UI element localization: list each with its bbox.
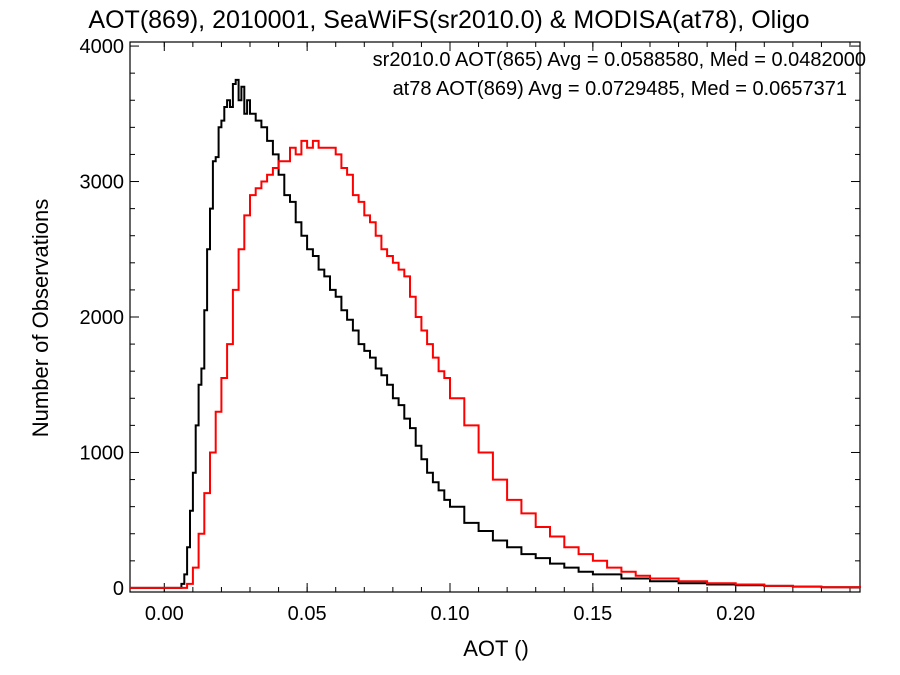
legend-entry-at78: at78 AOT(869) Avg = 0.0729485, Med = 0.0… [393,78,847,100]
y-tick-label: 1000 [80,442,125,464]
chart-title: AOT(869), 2010001, SeaWiFS(sr2010.0) & M… [88,6,809,34]
x-tick-label: 0.05 [288,603,327,625]
y-tick-label: 4000 [80,36,125,58]
plot-border [129,41,861,593]
y-tick-label: 3000 [80,172,125,194]
plot-frame [129,41,861,593]
x-tick-label: 0.15 [573,603,612,625]
x-tick-label: 0.20 [716,603,755,625]
y-axis-ticks: 0 1000 2000 3000 4000 [80,36,860,600]
legend-entry-sr2010: sr2010.0 AOT(865) Avg = 0.0588580, Med =… [373,49,866,71]
x-axis-ticks: 0.00 0.05 0.10 0.15 0.20 [145,42,851,625]
x-tick-label: 0.00 [145,603,184,625]
x-axis-label: AOT () [463,636,529,661]
x-tick-label: 0.10 [431,603,470,625]
y-axis-label: Number of Observations [28,199,53,437]
series-sr2010-line [130,78,861,589]
series-at78-line [130,139,861,589]
series-layer [130,78,861,589]
y-tick-label: 2000 [80,307,125,329]
y-tick-label: 0 [113,578,124,600]
